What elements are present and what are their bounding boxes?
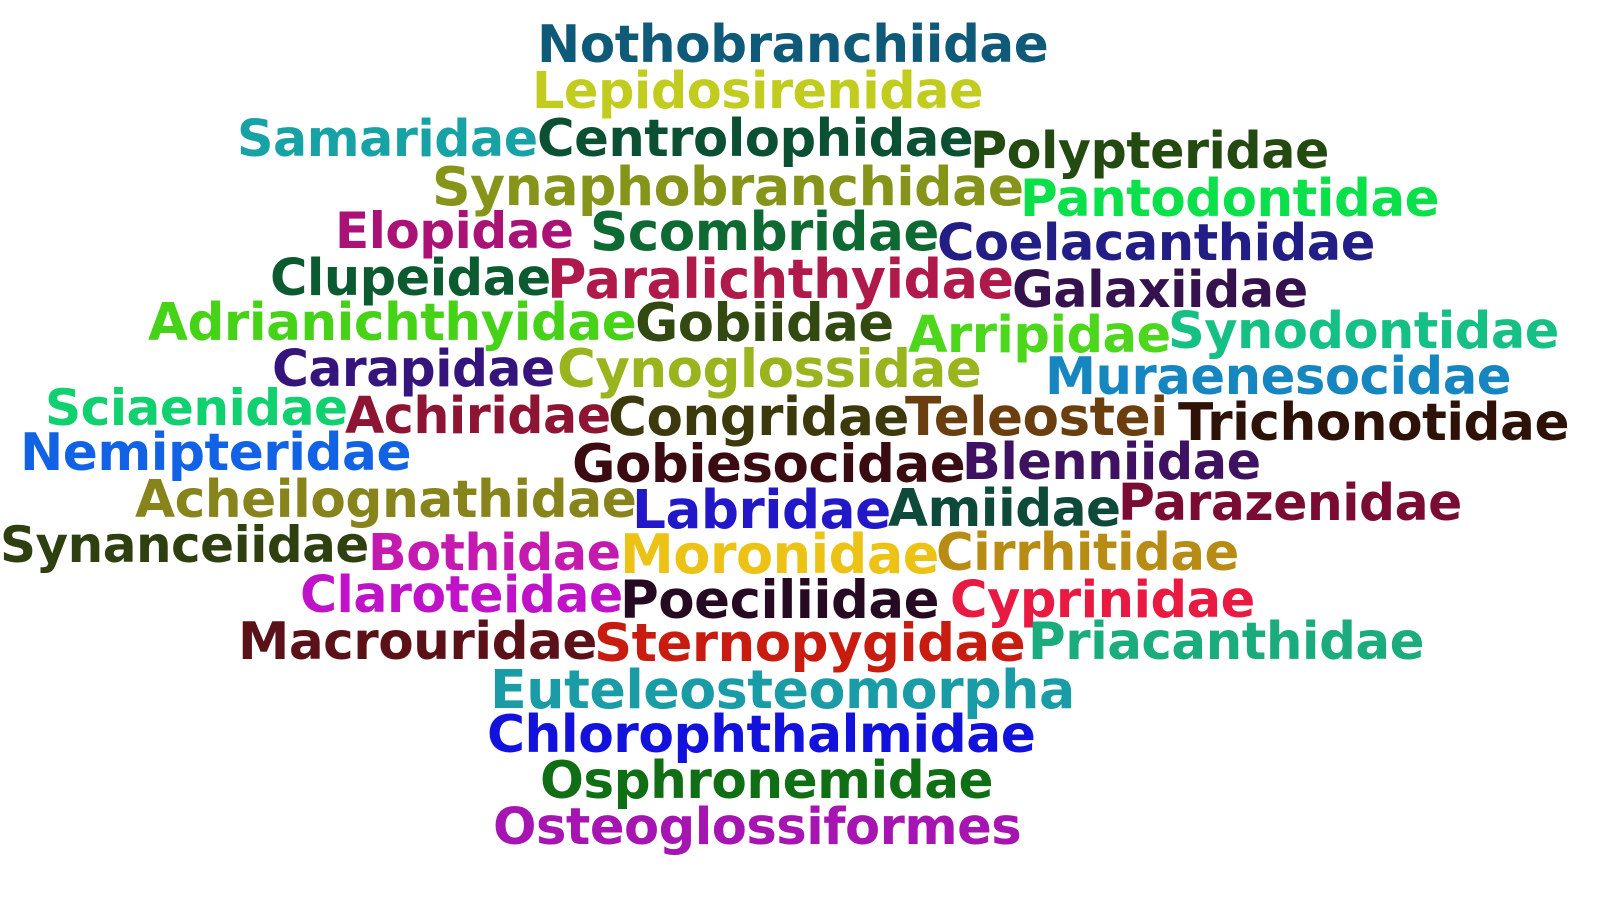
word-coelacanthidae: Coelacanthidae [937, 214, 1375, 273]
word-cynoglossidae: Cynoglossidae [557, 339, 982, 400]
word-sciaenidae: Sciaenidae [45, 378, 348, 437]
word-lepidosirenidae: Lepidosirenidae [532, 62, 984, 121]
word-priacanthidae: Priacanthidae [1028, 612, 1424, 672]
word-elopidae: Elopidae [335, 201, 574, 260]
word-congridae: Congridae [608, 386, 909, 448]
word-clupeidae: Clupeidae [270, 249, 551, 308]
word-moronidae: Moronidae [620, 523, 939, 586]
word-claroteidae: Claroteidae [300, 565, 623, 624]
word-trichonotidae: Trichonotidae [1178, 393, 1570, 453]
word-nemipteridae: Nemipteridae [20, 423, 412, 483]
word-labridae: Labridae [632, 479, 891, 541]
word-carapidae: Carapidae [272, 339, 555, 398]
word-cirrhitidae: Cirrhitidae [936, 523, 1239, 583]
word-osphronemidae: Osphronemidae [540, 751, 994, 811]
word-blenniidae: Blenniidae [962, 433, 1261, 492]
word-nothobranchiidae: Nothobranchiidae [537, 15, 1049, 75]
word-galaxiidae: Galaxiidae [1012, 260, 1308, 319]
word-synanceiidae: Synanceiidae [0, 516, 369, 574]
word-bothidae: Bothidae [368, 523, 621, 582]
word-gobiesocidae: Gobiesocidae [572, 434, 966, 495]
word-adrianichthyidae: Adrianichthyidae [148, 293, 637, 353]
word-pantodontidae: Pantodontidae [1020, 169, 1440, 229]
word-synodontidae: Synodontidae [1168, 302, 1559, 361]
word-acheilognathidae: Acheilognathidae [135, 470, 637, 530]
word-chlorophthalmidae: Chlorophthalmidae [487, 705, 1036, 765]
word-centrolophidae: Centrolophidae [537, 109, 974, 169]
word-muraenesocidae: Muraenesocidae [1045, 347, 1512, 407]
word-paralichthyidae: Paralichthyidae [547, 248, 1014, 311]
word-scombridae: Scombridae [590, 201, 939, 263]
word-teleostei: Teleostei [905, 386, 1168, 448]
word-samaridae: Samaridae [237, 109, 538, 168]
word-achiridae: Achiridae [345, 386, 611, 445]
word-cyprinidae: Cyprinidae [950, 571, 1255, 630]
word-sternopygidae: Sternopygidae [594, 613, 1026, 674]
word-macrouridae: Macrouridae [238, 612, 597, 672]
word-euteleosteomorpha: Euteleosteomorpha [490, 658, 1075, 721]
word-poeciliidae: Poeciliidae [620, 570, 940, 631]
word-polypteridae: Polypteridae [970, 121, 1329, 180]
word-amiidae: Amiidae [888, 479, 1121, 539]
word-arripidae: Arripidae [908, 306, 1171, 365]
word-parazenidae: Parazenidae [1118, 473, 1462, 532]
word-synaphobranchidae: Synaphobranchidae [432, 155, 1024, 218]
word-osteoglossiformes: Osteoglossiformes [493, 798, 1022, 857]
word-gobiidae: Gobiidae [635, 293, 894, 354]
